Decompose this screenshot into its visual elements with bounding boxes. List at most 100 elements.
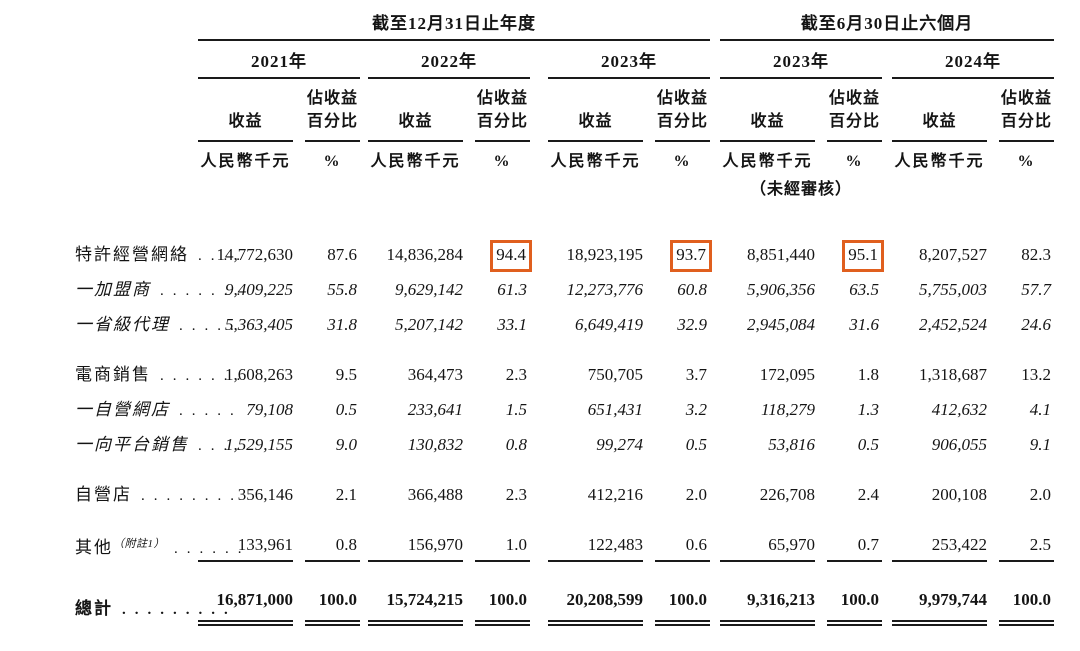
pct-unit-label: % <box>493 153 512 170</box>
dot-leader: ....... <box>160 368 250 384</box>
dot-leader: .... <box>198 438 249 454</box>
revenue-column-label: 收益 <box>198 110 293 142</box>
row-label: 一自營網店..... <box>75 392 234 427</box>
revenue-value: 18,923,195 <box>566 245 644 264</box>
pct-column-label: 百分比 <box>305 110 360 142</box>
pct-value: 2.0 <box>1029 485 1051 504</box>
revenue-value: 226,708 <box>759 485 815 504</box>
pct-value: 4.1 <box>1029 400 1051 419</box>
dot-leader: .... <box>198 248 249 264</box>
revenue-value: 1,318,687 <box>919 365 987 384</box>
highlight-box: 95.1 <box>842 240 884 272</box>
revenue-value: 412,632 <box>931 400 987 419</box>
revenue-value: 9,979,744 <box>892 580 987 626</box>
currency-unit-label: 人民幣千元 <box>550 153 641 170</box>
revenue-value: 172,095 <box>759 365 815 384</box>
revenue-value: 364,473 <box>407 365 463 384</box>
year-2022: 2022年 <box>368 41 530 79</box>
pct-value: 93.7 <box>655 237 712 272</box>
pct-value: 0.8 <box>505 435 527 454</box>
year-2021: 2021年 <box>198 41 360 79</box>
pct-value: 63.5 <box>849 280 879 299</box>
dot-leader: ..... <box>179 403 243 419</box>
revenue-value: 12,273,776 <box>566 280 644 299</box>
revenue-value: 8,851,440 <box>747 245 815 264</box>
footnote-ref: （附註1） <box>113 538 165 550</box>
row-label: 一向平台銷售.... <box>75 427 240 462</box>
revenue-column-label: 收益 <box>720 110 815 142</box>
pct-of-revenue-label: 佔收益 <box>306 90 358 107</box>
row-label-text: 特許經營網絡 <box>75 245 189 264</box>
revenue-value: 14,836,284 <box>386 245 464 264</box>
revenue-value: 65,970 <box>720 527 815 562</box>
pct-value: 13.2 <box>1021 365 1051 384</box>
pct-value: 82.3 <box>1021 245 1051 264</box>
dot-leader: ......... <box>122 602 237 618</box>
pct-column-label: 百分比 <box>999 110 1054 142</box>
pct-value: 9.5 <box>335 365 357 384</box>
dot-leader: ...... <box>174 541 251 557</box>
pct-unit-label: % <box>323 153 342 170</box>
revenue-value: 156,970 <box>368 527 463 562</box>
table-row-provincial-agents: 一省級代理..... 5,363,405 31.8 5,207,142 33.1 6,64… <box>75 307 1080 342</box>
pct-unit-label: % <box>1017 153 1036 170</box>
revenue-value: 9,629,142 <box>395 280 463 299</box>
column-header-row: 收益 百分比 收益 百分比 收益 百分比 收益 百分比 收益 百分比 <box>75 110 1080 142</box>
row-label: 電商銷售....... <box>75 357 240 392</box>
table-row-franchisees: 一加盟商....... 9,409,225 55.8 9,629,142 61.3 12,… <box>75 272 1080 307</box>
pct-value: 1.0 <box>475 527 530 562</box>
table-row-total: 總計......... 16,871,000 100.0 15,724,215 100.… <box>75 580 1080 626</box>
revenue-value: 5,363,405 <box>225 315 293 334</box>
revenue-value: 16,871,000 <box>198 580 293 626</box>
pct-of-revenue-label: 佔收益 <box>476 90 528 107</box>
pct-value: 94.4 <box>475 237 532 272</box>
pct-value: 2.5 <box>999 527 1054 562</box>
pct-value: 24.6 <box>1021 315 1051 334</box>
revenue-value: 14,772,630 <box>216 245 294 264</box>
row-label-text: 一向平台銷售 <box>75 435 189 454</box>
pct-value: 2.3 <box>505 485 527 504</box>
revenue-value: 412,216 <box>587 485 643 504</box>
revenue-value: 6,649,419 <box>575 315 643 334</box>
period-group-header-row: 截至12月31日止年度 截至6月30日止六個月 <box>75 12 1080 41</box>
year-2024-interim: 2024年 <box>892 41 1054 79</box>
row-label: 自營店........ <box>75 477 234 512</box>
row-label: 一加盟商....... <box>75 272 240 307</box>
revenue-column-label: 收益 <box>548 110 643 142</box>
dot-leader: ........ <box>141 488 243 504</box>
revenue-value: 8,207,527 <box>919 245 987 264</box>
pct-value: 3.7 <box>685 365 707 384</box>
row-label-text: 一省級代理 <box>75 315 170 334</box>
revenue-value: 130,832 <box>407 435 463 454</box>
highlight-box: 93.7 <box>670 240 712 272</box>
pct-value: 3.2 <box>685 400 707 419</box>
pct-value: 2.4 <box>857 485 879 504</box>
pct-unit-label: % <box>845 153 864 170</box>
unaudited-note-row: （未經審核） <box>75 173 1080 202</box>
pct-value: 60.8 <box>677 280 707 299</box>
pct-of-revenue-label: 佔收益 <box>1000 90 1052 107</box>
highlight-box: 94.4 <box>490 240 532 272</box>
pct-value: 32.9 <box>677 315 707 334</box>
revenue-value: 9,316,213 <box>720 580 815 626</box>
table-row-sales-to-platforms: 一向平台銷售.... 1,529,155 9.0 130,832 0.8 99,274 0.… <box>75 427 1080 462</box>
table-body: 特許經營網絡.... 14,772,630 87.6 14,836,284 94.4 18… <box>75 237 1080 626</box>
table-row-self-operated-online-store: 一自營網店..... 79,108 0.5 233,641 1.5 651,431 3.2 1… <box>75 392 1080 427</box>
revenue-value: 118,279 <box>761 400 815 419</box>
pct-value: 1.8 <box>857 365 879 384</box>
year-2023: 2023年 <box>548 41 710 79</box>
table-row-others: 其他（附註1）...... 133,961 0.8 156,970 1.0 122,483… <box>75 527 1080 562</box>
pct-column-label: 百分比 <box>475 110 530 142</box>
pct-value: 0.6 <box>655 527 710 562</box>
year-2023-interim: 2023年 <box>720 41 882 79</box>
revenue-value: 200,108 <box>931 485 987 504</box>
table-row-self-operated-stores: 自營店........ 356,146 2.1 366,488 2.3 412,216 2.… <box>75 477 1080 512</box>
currency-unit-label: 人民幣千元 <box>200 153 291 170</box>
revenue-value: 233,641 <box>407 400 463 419</box>
pct-value: 9.0 <box>335 435 357 454</box>
revenue-value: 5,755,003 <box>919 280 987 299</box>
row-label: 其他（附註1）...... <box>75 527 242 562</box>
revenue-value: 5,207,142 <box>395 315 463 334</box>
pct-of-revenue-label: 佔收益 <box>828 90 880 107</box>
